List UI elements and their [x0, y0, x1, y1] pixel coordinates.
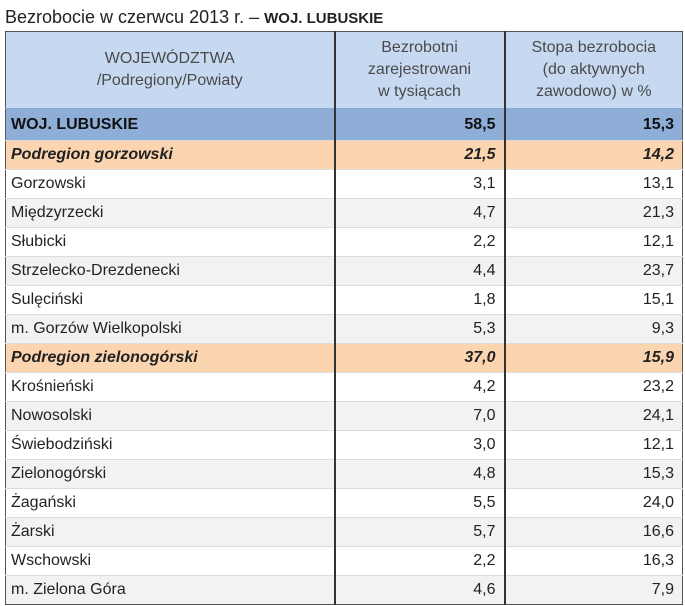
row-name: Gorzowski [5, 169, 335, 199]
row-rate: 15,1 [503, 285, 683, 315]
row-name: Nowosolski [5, 401, 335, 431]
table-row: m. Gorzów Wielkopolski 5,3 9,3 [5, 314, 683, 344]
header-rate: Stopa bezrobocia (do aktywnych zawodowo)… [503, 31, 683, 109]
table-row-podregion: Podregion zielonogórski 37,0 15,9 [5, 343, 683, 373]
row-rate: 23,2 [503, 372, 683, 402]
row-rate: 23,7 [503, 256, 683, 286]
page-title: Bezrobocie w czerwcu 2013 r. – WOJ. LUBU… [5, 4, 383, 30]
row-rate: 15,9 [503, 343, 683, 373]
table-row: Sulęciński 1,8 15,1 [5, 285, 683, 315]
row-rate: 16,3 [503, 546, 683, 576]
row-unemployed: 1,8 [333, 285, 505, 315]
table-row: Krośnieński 4,2 23,2 [5, 372, 683, 402]
row-name: Strzelecko-Drezdenecki [5, 256, 335, 286]
row-rate: 12,1 [503, 227, 683, 257]
row-rate: 21,3 [503, 198, 683, 228]
row-name: Krośnieński [5, 372, 335, 402]
row-name: Wschowski [5, 546, 335, 576]
row-rate: 24,1 [503, 401, 683, 431]
row-unemployed: 4,8 [333, 459, 505, 489]
row-name: Sulęciński [5, 285, 335, 315]
row-unemployed: 7,0 [333, 401, 505, 431]
row-rate: 15,3 [503, 108, 683, 141]
table-row-podregion: Podregion gorzowski 21,5 14,2 [5, 140, 683, 170]
row-rate: 14,2 [503, 140, 683, 170]
row-rate: 15,3 [503, 459, 683, 489]
row-name: Świebodziński [5, 430, 335, 460]
row-unemployed: 4,2 [333, 372, 505, 402]
table-header-row: WOJEWÓDZTWA /Podregiony/Powiaty Bezrobot… [5, 31, 683, 109]
table-row: Gorzowski 3,1 13,1 [5, 169, 683, 199]
row-unemployed: 5,5 [333, 488, 505, 518]
row-unemployed: 3,1 [333, 169, 505, 199]
row-unemployed: 21,5 [333, 140, 505, 170]
header-unemployed-line3: w tysiącach [378, 83, 461, 100]
table-row: Strzelecko-Drezdenecki 4,4 23,7 [5, 256, 683, 286]
header-region-line2: /Podregiony/Powiaty [96, 72, 243, 89]
row-rate: 9,3 [503, 314, 683, 344]
title-prefix: Bezrobocie w czerwcu 2013 r. – [5, 7, 265, 27]
row-unemployed: 2,2 [333, 227, 505, 257]
row-unemployed: 58,5 [333, 108, 505, 141]
table-row: Międzyrzecki 4,7 21,3 [5, 198, 683, 228]
table-row: Słubicki 2,2 12,1 [5, 227, 683, 257]
row-unemployed: 5,3 [333, 314, 505, 344]
row-name: Międzyrzecki [5, 198, 335, 228]
table-row: Żagański 5,5 24,0 [5, 488, 683, 518]
row-name: Podregion zielonogórski [5, 343, 335, 373]
header-rate-line1: Stopa bezrobocia [531, 39, 657, 56]
table-row: m. Zielona Góra 4,6 7,9 [5, 575, 683, 605]
row-rate: 7,9 [503, 575, 683, 605]
table-row: Świebodziński 3,0 12,1 [5, 430, 683, 460]
row-unemployed: 4,7 [333, 198, 505, 228]
row-rate: 13,1 [503, 169, 683, 199]
table-row: Zielonogórski 4,8 15,3 [5, 459, 683, 489]
header-unemployed-line1: Bezrobotni [381, 39, 458, 56]
row-name: Zielonogórski [5, 459, 335, 489]
row-name: Żarski [5, 517, 335, 547]
row-unemployed: 2,2 [333, 546, 505, 576]
header-rate-line3: zawodowo) w % [535, 83, 652, 100]
header-region: WOJEWÓDZTWA /Podregiony/Powiaty [5, 31, 335, 109]
title-region: WOJ. LUBUSKIE [264, 10, 384, 27]
table-row-wojewodztwo: WOJ. LUBUSKIE 58,5 15,3 [5, 108, 683, 141]
row-name: Słubicki [5, 227, 335, 257]
row-name: m. Gorzów Wielkopolski [5, 314, 335, 344]
header-unemployed: Bezrobotni zarejestrowani w tysiącach [333, 31, 505, 109]
header-unemployed-line2: zarejestrowani [367, 61, 472, 78]
row-name: WOJ. LUBUSKIE [5, 108, 335, 141]
row-unemployed: 37,0 [333, 343, 505, 373]
row-name: Podregion gorzowski [5, 140, 335, 170]
table-row: Żarski 5,7 16,6 [5, 517, 683, 547]
header-region-line1: WOJEWÓDZTWA [104, 50, 235, 67]
row-unemployed: 5,7 [333, 517, 505, 547]
row-unemployed: 3,0 [333, 430, 505, 460]
table-row: Nowosolski 7,0 24,1 [5, 401, 683, 431]
row-rate: 12,1 [503, 430, 683, 460]
row-unemployed: 4,6 [333, 575, 505, 605]
table-row: Wschowski 2,2 16,3 [5, 546, 683, 576]
row-rate: 16,6 [503, 517, 683, 547]
row-rate: 24,0 [503, 488, 683, 518]
row-unemployed: 4,4 [333, 256, 505, 286]
header-rate-line2: (do aktywnych [542, 61, 645, 78]
row-name: Żagański [5, 488, 335, 518]
row-name: m. Zielona Góra [5, 575, 335, 605]
unemployment-table: WOJEWÓDZTWA /Podregiony/Powiaty Bezrobot… [5, 31, 683, 605]
